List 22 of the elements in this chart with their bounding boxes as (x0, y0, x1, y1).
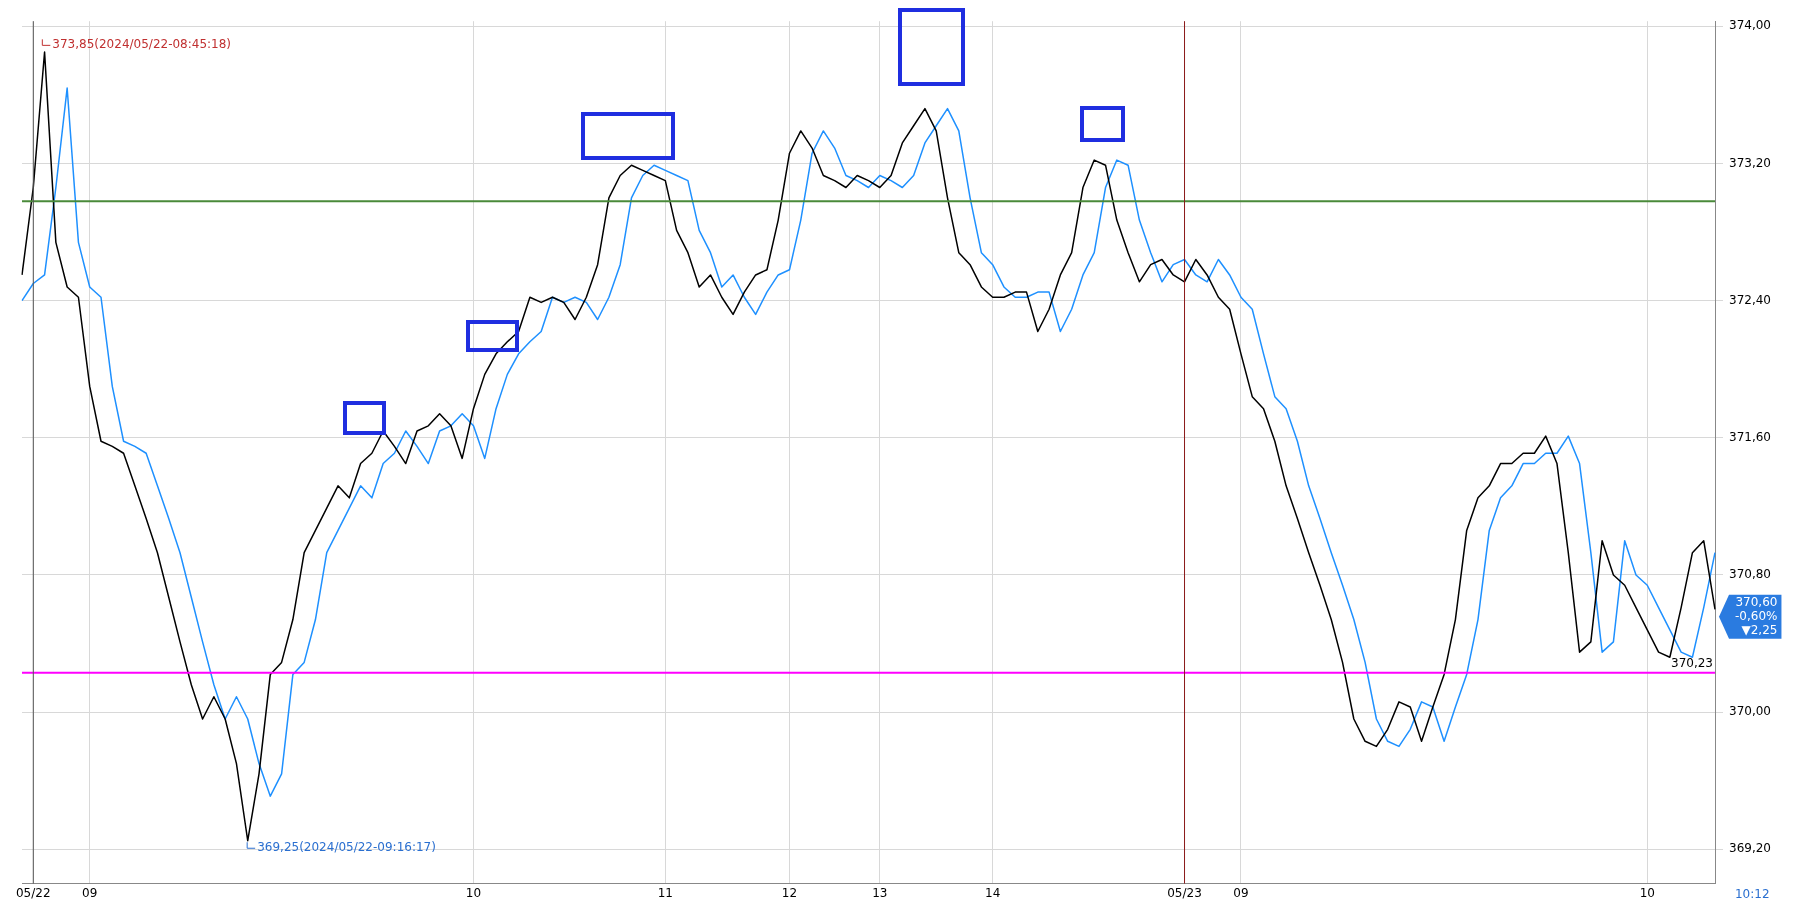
annotation: 369,25(2024/05/22-09:16:17) (257, 840, 436, 855)
ref-line-label: 370,23 (1671, 655, 1713, 670)
y-tick-label: 370,80 (1729, 567, 1771, 582)
annotation: 373,85(2024/05/22-08:45:18) (52, 37, 232, 52)
y-tick-label: 372,40 (1729, 292, 1771, 307)
text: 370,60 -0,60% ▼2,25 (1735, 594, 1778, 637)
text: 10:12 (1734, 887, 1770, 902)
y-tick-label: 371,60 (1729, 429, 1771, 444)
y-tick-label: 369,20 (1729, 841, 1771, 856)
x-tick-label: 10 (1639, 885, 1655, 900)
x-tick-label: 05/22 (15, 885, 51, 900)
x-tick-label: 14 (985, 885, 1001, 900)
x-tick-label: 10 (465, 885, 482, 900)
y-tick-label: 374,00 (1729, 18, 1771, 33)
x-tick-label: 09 (1233, 885, 1249, 900)
x-tick-label: 12 (781, 885, 798, 900)
x-tick-label: 09 (82, 885, 98, 900)
y-tick-label: 370,00 (1729, 704, 1771, 719)
y-tick-label: 373,20 (1729, 155, 1771, 170)
x-tick-label: 11 (657, 885, 673, 900)
x-tick-label: 13 (872, 885, 888, 900)
x-tick-label: 05/23 (1167, 885, 1202, 900)
